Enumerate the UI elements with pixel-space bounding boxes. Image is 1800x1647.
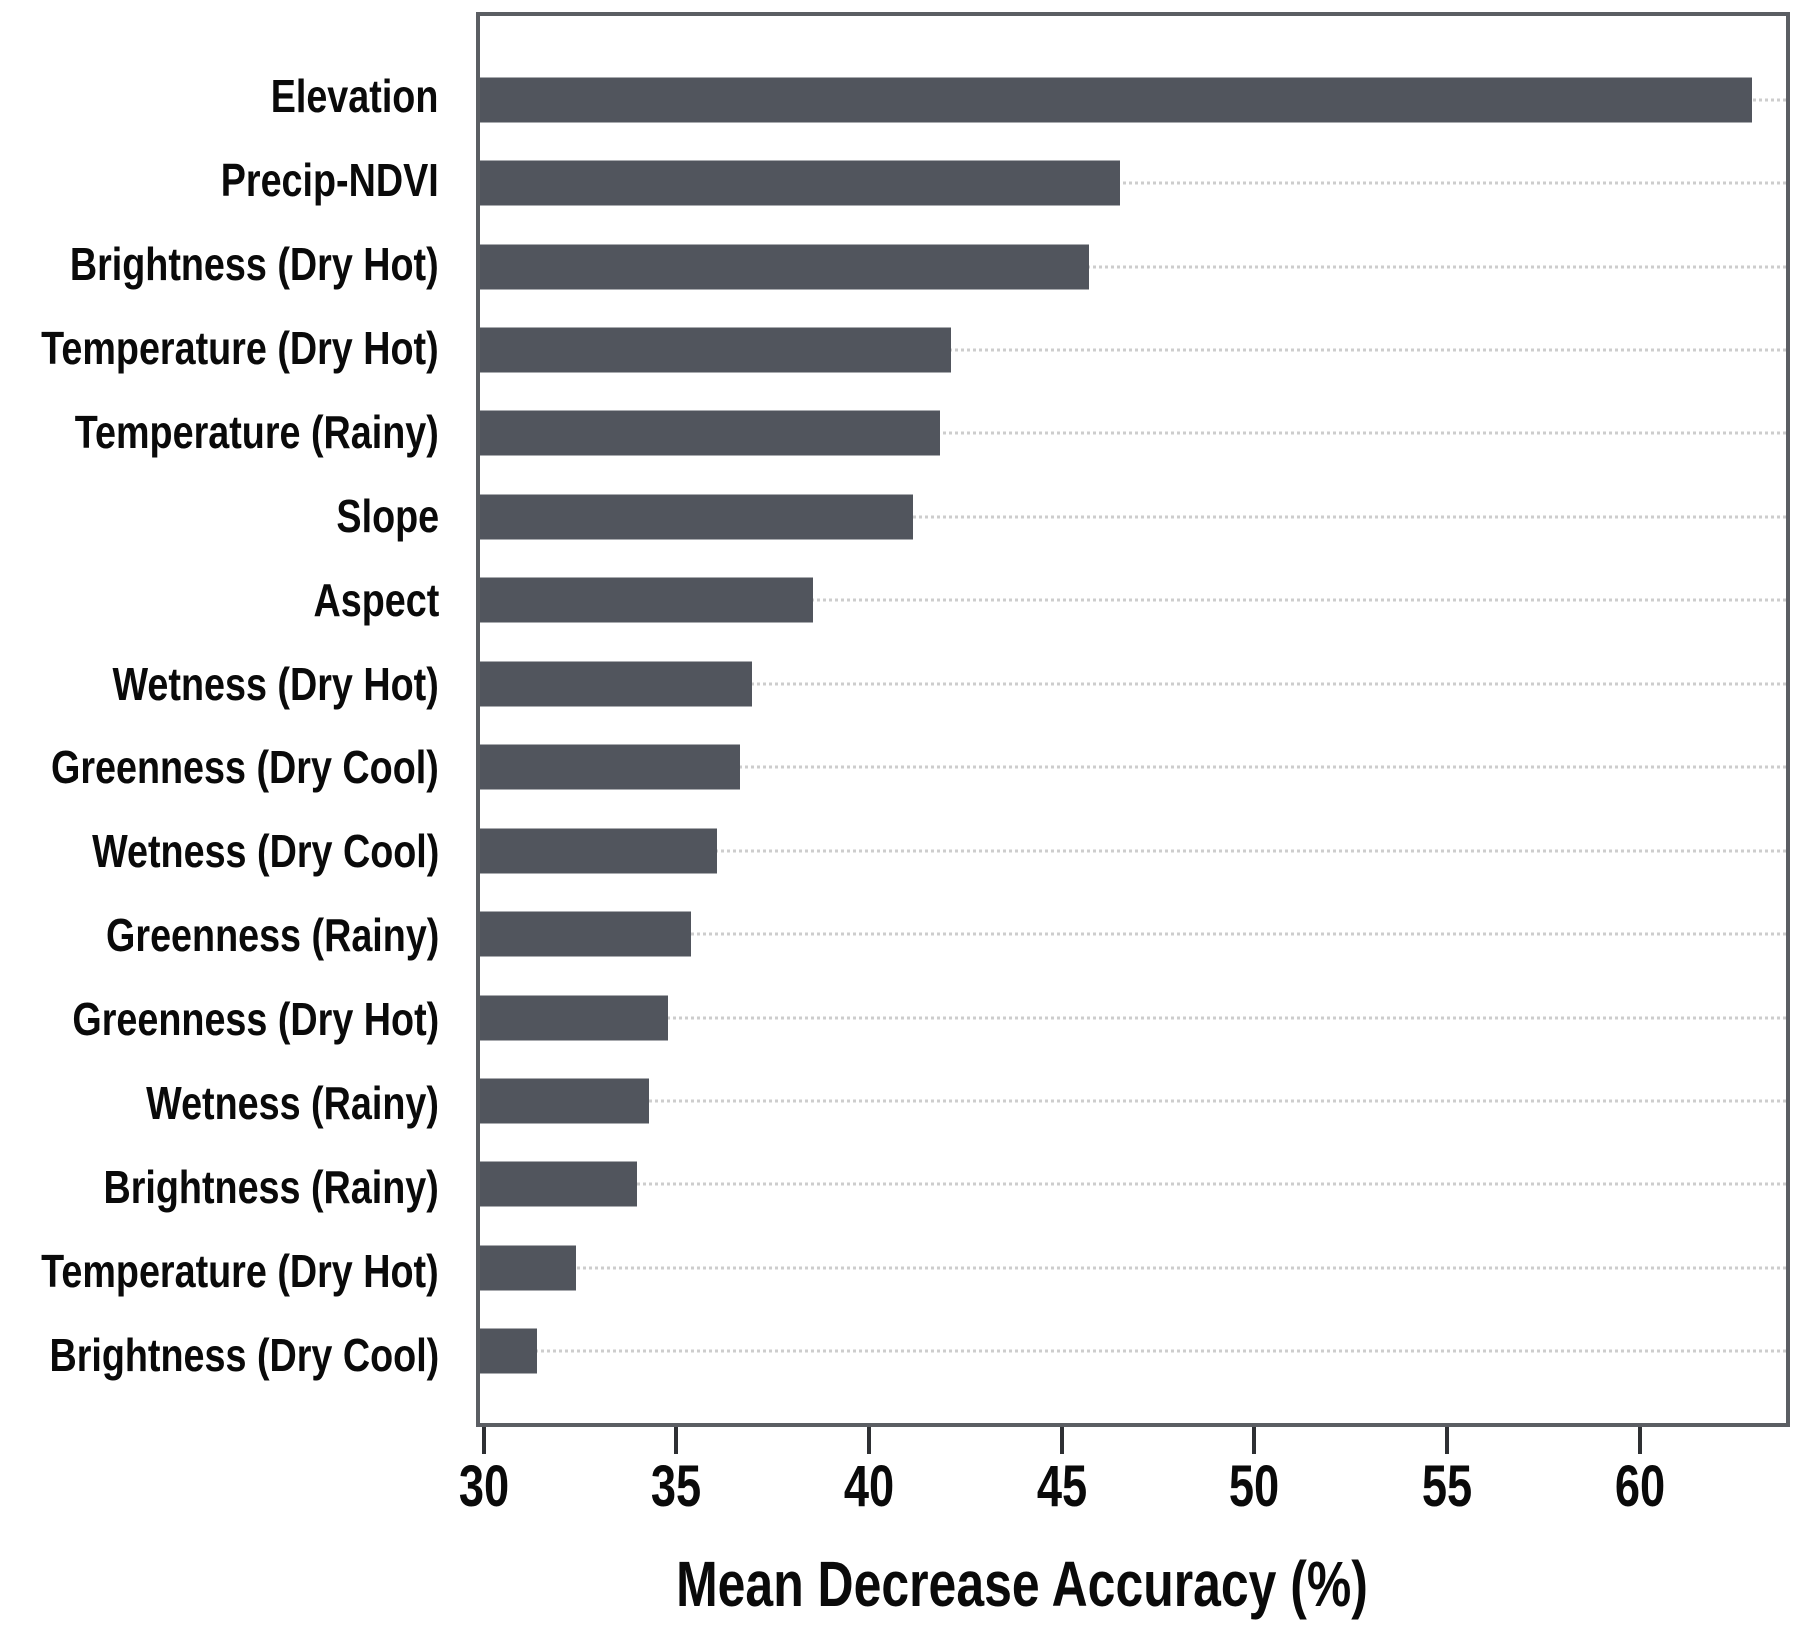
bar [480,1245,576,1291]
x-tick-mark [1059,1427,1064,1454]
category-label-row: Brightness (Dry Hot) [0,222,452,306]
category-label: Aspect [313,573,439,626]
bar [480,661,752,707]
bar [480,577,814,623]
bar [480,494,913,540]
x-tick-mark [1252,1427,1257,1454]
category-label-row: Greenness (Rainy) [0,893,452,977]
x-tick-label: 60 [1614,1454,1665,1519]
bar-row [480,1226,1786,1309]
bar-row [480,1059,1786,1142]
category-label-row: Wetness (Dry Cool) [0,809,452,893]
bar-row [480,475,1786,558]
bar-row [480,726,1786,809]
category-label-row: Wetness (Rainy) [0,1061,452,1145]
bar-row [480,1143,1786,1226]
bar-row [480,892,1786,975]
x-tick-label: 45 [1036,1454,1087,1519]
category-label: Temperature (Dry Hot) [41,1245,439,1298]
category-label-row: Brightness (Rainy) [0,1145,452,1229]
category-label-row: Precip-NDVI [0,138,452,222]
gridline [480,1099,1786,1103]
category-label: Greenness (Rainy) [105,909,439,962]
x-tick-label: 35 [651,1454,702,1519]
category-label: Greenness (Dry Hot) [72,993,439,1046]
category-label-row: Temperature (Dry Hot) [0,306,452,390]
bar-row [480,559,1786,642]
bar [480,327,952,373]
bar-row [480,141,1786,224]
x-tick-label: 30 [458,1454,509,1519]
bar [480,1078,649,1124]
bar [480,77,1752,123]
gridline [480,682,1786,686]
bar-row [480,976,1786,1059]
bar [480,1161,638,1207]
gridline [480,181,1786,185]
bar-row [480,58,1786,141]
x-tick-label: 55 [1421,1454,1473,1519]
bar-row [480,392,1786,475]
category-label: Wetness (Dry Hot) [112,657,439,710]
gridline [480,1016,1786,1020]
bar-row [480,809,1786,892]
gridline [480,932,1786,936]
bar [480,828,718,874]
gridline [480,1266,1786,1270]
gridline [480,765,1786,769]
category-label-row: Wetness (Dry Hot) [0,642,452,726]
x-tick-mark [481,1427,486,1454]
bar [480,744,741,790]
gridline [480,598,1786,602]
category-label-row: Temperature (Dry Hot) [0,1229,452,1313]
category-label: Brightness (Dry Hot) [70,237,439,290]
bar [480,244,1089,290]
bar-row [480,642,1786,725]
gridline [480,849,1786,853]
category-label-row: Temperature (Rainy) [0,390,452,474]
x-tick-mark [1637,1427,1642,1454]
category-label-row: Brightness (Dry Cool) [0,1313,452,1397]
plot-area [476,12,1790,1427]
category-label: Brightness (Dry Cool) [49,1329,439,1382]
x-tick-mark [1445,1427,1450,1454]
gridline [480,265,1786,269]
category-label: Precip-NDVI [220,153,439,206]
bar [480,410,940,456]
bar-row [480,225,1786,308]
x-axis: 30 35 40 45 50 55 60 [459,1427,1790,1537]
bar [480,995,668,1041]
category-label-row: Elevation [0,54,452,138]
x-tick-label: 50 [1229,1454,1280,1519]
category-label: Greenness (Dry Cool) [51,741,439,794]
x-tick-label: 40 [843,1454,895,1519]
category-label: Elevation [271,69,439,122]
x-tick-mark [674,1427,679,1454]
category-label: Temperature (Dry Hot) [41,321,439,374]
bar-rows [480,16,1786,1423]
gridline [480,1182,1786,1186]
category-labels: Elevation Precip-NDVI Brightness (Dry Ho… [0,12,452,1427]
gridline [480,1349,1786,1353]
bar [480,1328,538,1374]
category-label-row: Greenness (Dry Cool) [0,726,452,810]
category-label: Temperature (Rainy) [74,405,439,458]
bar [480,911,691,957]
gridline [480,515,1786,519]
gridline [480,431,1786,435]
x-tick-mark [867,1427,872,1454]
x-axis-title: Mean Decrease Accuracy (%) [676,1548,1368,1620]
bar [480,160,1120,206]
category-label-row: Greenness (Dry Hot) [0,977,452,1061]
category-label-row: Aspect [0,558,452,642]
category-label-row: Slope [0,474,452,558]
bar-row [480,1310,1786,1393]
bar-row [480,308,1786,391]
category-label: Brightness (Rainy) [103,1161,439,1214]
gridline [480,348,1786,352]
category-label: Wetness (Dry Cool) [91,825,439,878]
category-label: Wetness (Rainy) [146,1077,439,1130]
category-label: Slope [336,489,439,542]
